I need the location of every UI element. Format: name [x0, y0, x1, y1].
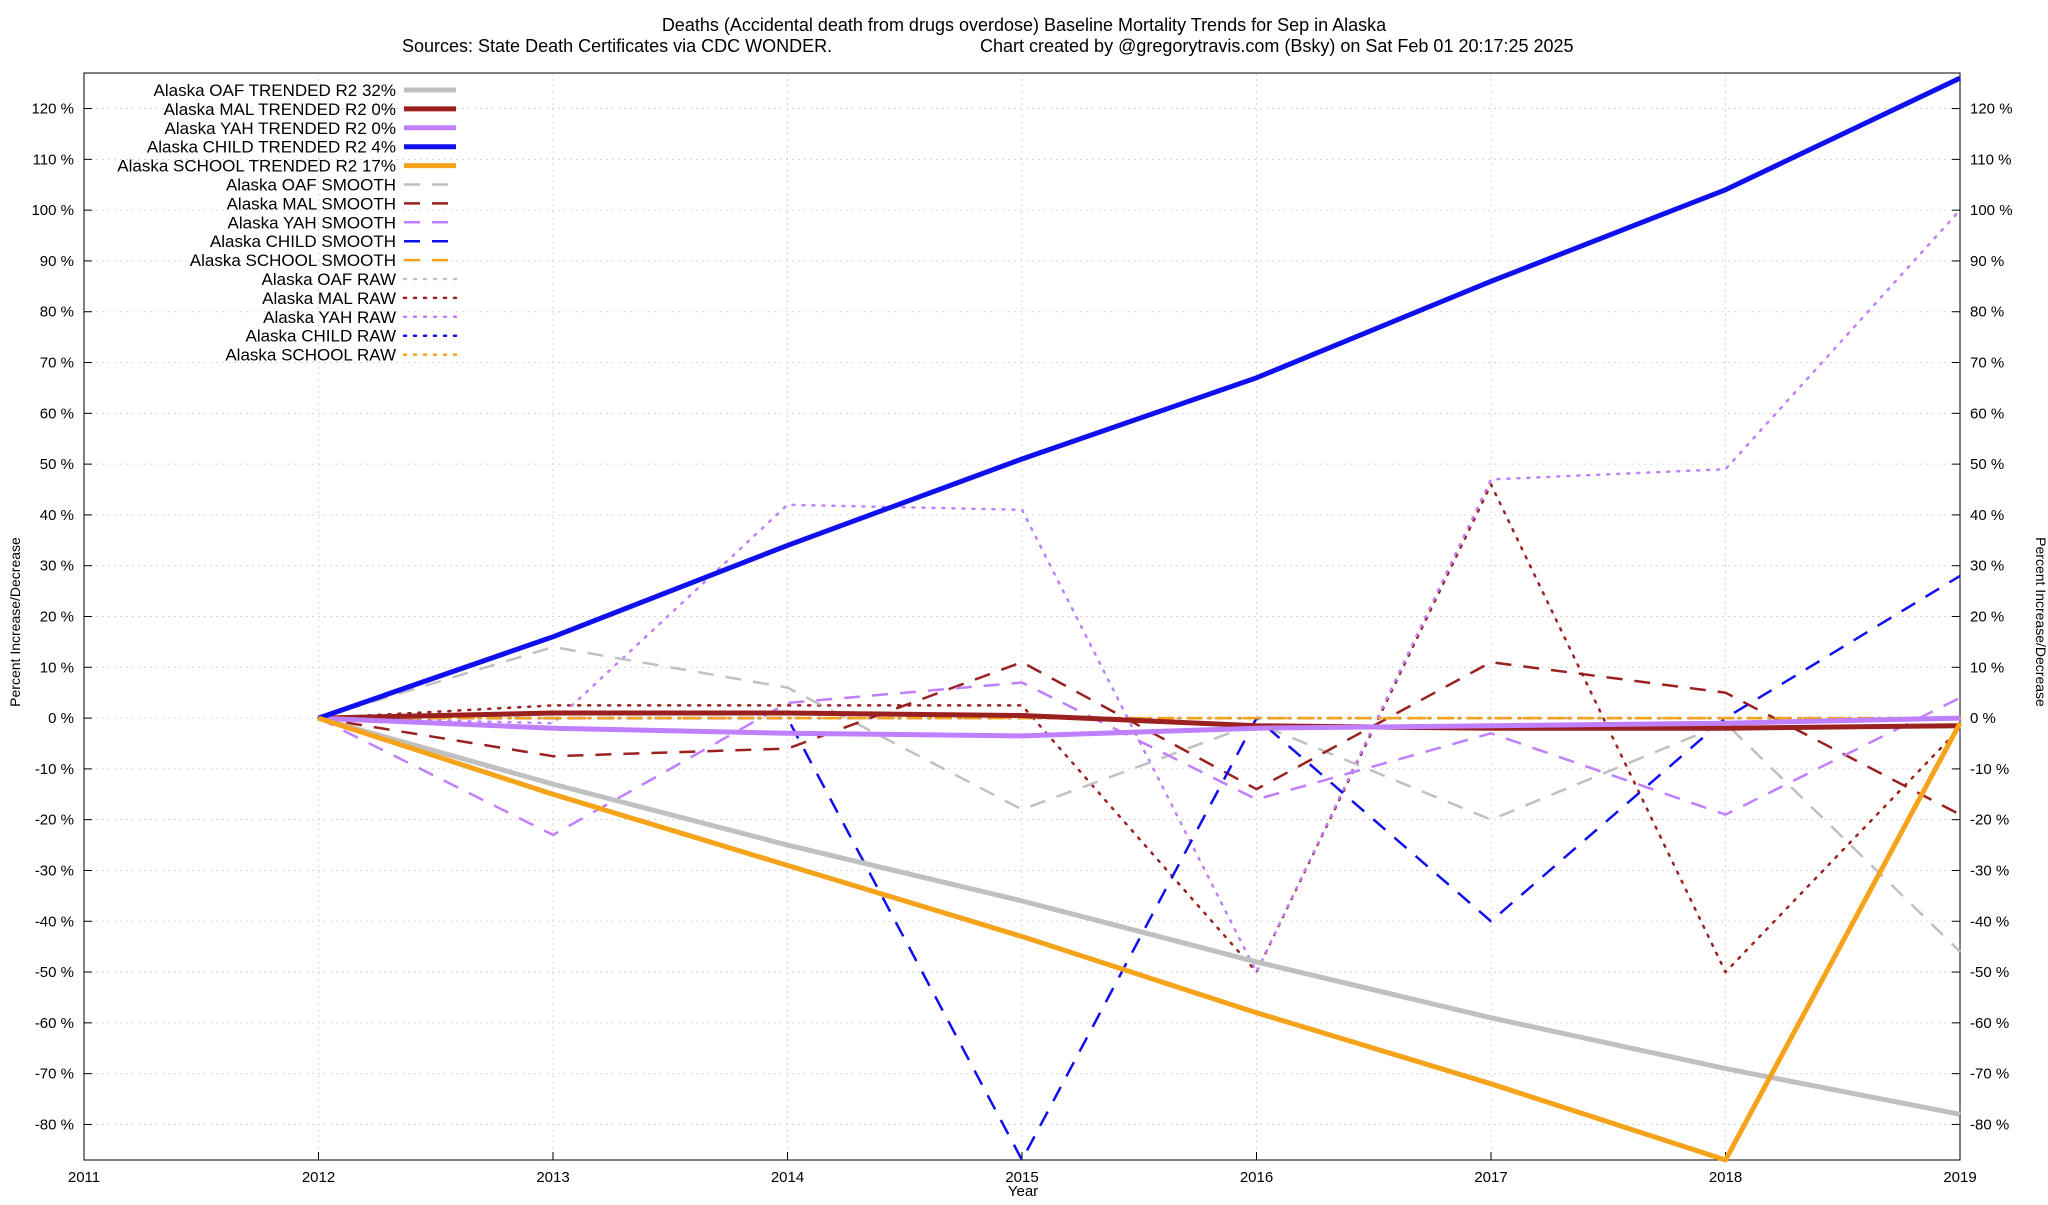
y-tick-label-left: 30 % [40, 558, 74, 575]
y-tick-label-left: 90 % [40, 253, 74, 270]
y-tick-label-right: -40 % [1970, 913, 2009, 930]
y-axis-label-right: Percent Increase/Decrease [2033, 537, 2048, 707]
y-tick-label-right: -60 % [1970, 1015, 2009, 1032]
x-axis-label: Year [1008, 1183, 1038, 1200]
series-line [317, 715, 1963, 1163]
legend-label: Alaska MAL RAW [262, 289, 396, 308]
legend-label: Alaska CHILD TRENDED R2 4% [147, 138, 396, 157]
y-tick-label-left: 40 % [40, 507, 74, 524]
x-tick-label: 2018 [1709, 1169, 1742, 1186]
x-tick-label: 2015 [1005, 1169, 1038, 1186]
legend-label: Alaska YAH SMOOTH [228, 213, 396, 232]
chart-subtitle-right: Chart created by @gregorytravis.com (Bsk… [980, 36, 1574, 56]
series-line [318, 710, 1961, 731]
x-tick-label: 2013 [536, 1169, 569, 1186]
y-tick-label-left: -80 % [35, 1116, 74, 1133]
y-tick-label-left: -50 % [35, 964, 74, 981]
y-tick-label-right: 100 % [1970, 202, 2013, 219]
y-tick-label-left: -30 % [35, 862, 74, 879]
series-line [317, 75, 1962, 721]
series-line [317, 483, 1962, 974]
y-tick-label-left: 70 % [40, 355, 74, 372]
y-tick-label-left: 20 % [40, 609, 74, 626]
y-tick-label-right: -50 % [1970, 964, 2009, 981]
legend-label: Alaska OAF RAW [262, 270, 396, 289]
x-tick-label: 2019 [1943, 1169, 1976, 1186]
x-tick-label: 2017 [1474, 1169, 1507, 1186]
legend: Alaska OAF TRENDED R2 32%Alaska MAL TREN… [117, 81, 458, 365]
y-tick-label-right: 40 % [1970, 507, 2004, 524]
series-line [318, 660, 1961, 816]
y-tick-label-left: 120 % [31, 101, 74, 118]
x-tick-label: 2011 [68, 1169, 100, 1186]
axes: 120 % 120 % 110 % 110 % 100 % 100 % 90 % 90 % 80… [31, 72, 2013, 1186]
y-tick-label-right: -10 % [1970, 761, 2009, 778]
y-tick-label-left: -20 % [35, 812, 74, 829]
y-tick-label-right: 20 % [1970, 609, 2004, 626]
series-line [318, 645, 1961, 953]
x-tick-label: 2012 [302, 1169, 335, 1186]
legend-label: Alaska MAL TRENDED R2 0% [164, 100, 396, 119]
y-tick-label-left: 50 % [40, 456, 74, 473]
legend-label: Alaska YAH TRENDED R2 0% [165, 119, 396, 138]
y-tick-label-left: -70 % [35, 1066, 74, 1083]
y-tick-label-right: 70 % [1970, 355, 2004, 372]
series-line [317, 208, 1962, 974]
y-tick-label-left: -40 % [35, 913, 74, 930]
y-axis-label-left: Percent Increase/Decrease [7, 537, 23, 707]
legend-label: Alaska SCHOOL TRENDED R2 17% [117, 157, 396, 176]
y-tick-label-left: 60 % [40, 405, 74, 422]
y-tick-label-left: 80 % [40, 304, 74, 321]
legend-label: Alaska SCHOOL RAW [225, 346, 396, 365]
y-tick-label-right: 50 % [1970, 456, 2004, 473]
y-tick-label-right: -70 % [1970, 1066, 2009, 1083]
series-line [317, 715, 1961, 1117]
legend-label: Alaska YAH RAW [263, 308, 396, 327]
legend-label: Alaska CHILD RAW [245, 327, 396, 346]
series-line [318, 574, 1961, 1162]
y-tick-label-right: 120 % [1970, 101, 2013, 118]
legend-label: Alaska OAF TRENDED R2 32% [154, 81, 396, 100]
x-tick-label: 2016 [1240, 1169, 1273, 1186]
y-tick-label-right: -20 % [1970, 812, 2009, 829]
chart-title: Deaths (Accidental death from drugs over… [662, 15, 1387, 35]
y-tick-label-left: 110 % [33, 151, 74, 168]
y-tick-label-right: -30 % [1970, 862, 2009, 879]
y-tick-label-right: 60 % [1970, 405, 2004, 422]
y-tick-label-right: 110 % [1970, 151, 2011, 168]
series-lines [317, 75, 1963, 1163]
y-tick-label-right: -80 % [1970, 1116, 2009, 1133]
legend-label: Alaska OAF SMOOTH [226, 176, 396, 195]
legend-label: Alaska SCHOOL SMOOTH [190, 251, 396, 270]
legend-label: Alaska CHILD SMOOTH [210, 232, 396, 251]
y-tick-label-right: 80 % [1970, 304, 2004, 321]
y-tick-label-left: -10 % [35, 761, 74, 778]
plot-frame [83, 72, 1961, 1161]
y-tick-label-left: 10 % [40, 659, 74, 676]
chart-subtitle-left: Sources: State Death Certificates via CD… [402, 36, 832, 56]
y-tick-label-right: 30 % [1970, 558, 2004, 575]
y-tick-label-left: 0 % [48, 710, 74, 727]
series-line [318, 715, 1961, 739]
y-tick-label-left: 100 % [31, 202, 74, 219]
y-tick-label-right: 0 % [1970, 710, 1996, 727]
y-tick-label-right: 10 % [1970, 659, 2004, 676]
legend-label: Alaska MAL SMOOTH [227, 194, 396, 213]
x-tick-label: 2014 [771, 1169, 804, 1186]
series-line [317, 681, 1961, 837]
y-tick-label-left: -60 % [35, 1015, 74, 1032]
y-tick-label-right: 90 % [1970, 253, 2004, 270]
